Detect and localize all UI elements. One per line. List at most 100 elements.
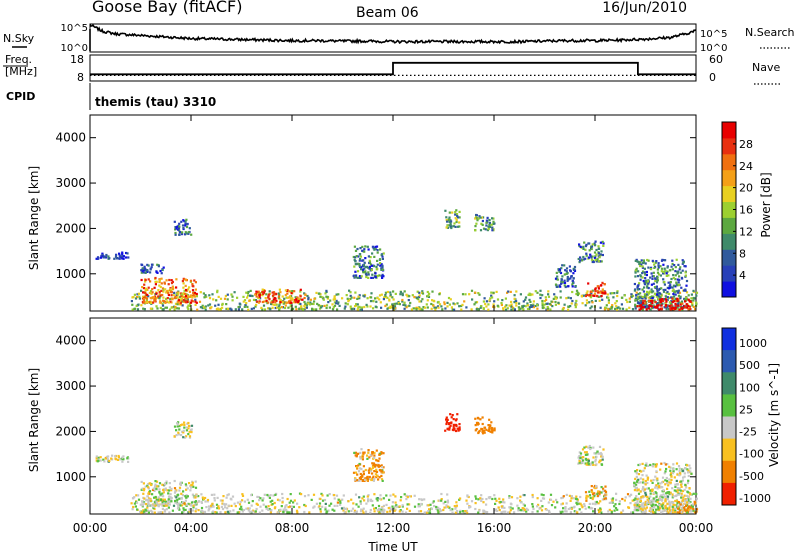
- power-colorbar-tick: 24: [739, 160, 753, 173]
- power-scatter-region: [140, 276, 198, 304]
- velocity-colorbar-tick: 100: [739, 381, 760, 394]
- cpid-text: themis (tau) 3310: [95, 95, 216, 109]
- freq-tick-high: 18: [70, 53, 84, 66]
- power-x-ticks: [89, 115, 697, 311]
- power-colorbar-segment: [722, 169, 736, 187]
- velocity-scatter-region: [633, 461, 693, 512]
- velocity-panel: 1000 2000 3000 4000 00:00 04:00 08:00 12:00 16:…: [27, 317, 781, 535]
- velocity-colorbar-segment: [722, 482, 736, 506]
- freq-plot-area: [90, 61, 696, 77]
- velocity-colorbar-segment: [722, 416, 736, 440]
- velocity-x-ticks: 00:00 04:00 08:00 12:00 16:00 20:00 00:00: [73, 318, 714, 535]
- power-scatter-region: [444, 209, 461, 230]
- freq-label-line1: Freq.: [5, 53, 32, 66]
- power-scatter-region: [352, 245, 385, 279]
- power-colorbar-segment: [722, 122, 736, 139]
- y-tick-label: 4000: [55, 334, 86, 348]
- y-tick-label: 3000: [55, 379, 86, 393]
- power-ylabel: Slant Range [km]: [27, 166, 41, 270]
- velocity-colorbar-segment: [722, 350, 736, 373]
- velocity-scatter-region: [584, 484, 608, 501]
- nsky-series-line: [89, 24, 697, 45]
- noise-tick-low-right: 10^0: [700, 43, 727, 54]
- nave-label: Nave: [752, 61, 780, 74]
- power-colorbar-tick: 4: [739, 269, 746, 282]
- velocity-colorbar-segment: [722, 372, 736, 395]
- velocity-colorbar-segment: [722, 438, 736, 462]
- nsearch-label: N.Search: [745, 26, 795, 39]
- power-scatter-region: [584, 281, 607, 298]
- velocity-colorbar-tick: -100: [739, 448, 764, 461]
- power-scatter-region: [254, 288, 307, 304]
- x-tick-label: 20:00: [578, 521, 613, 535]
- noise-tick-high-left: 10^5: [61, 23, 88, 34]
- power-colorbar-segment: [722, 249, 736, 266]
- y-tick-label: 3000: [55, 176, 86, 190]
- velocity-colorbar-segment: [722, 460, 736, 484]
- x-tick-label: 00:00: [679, 521, 714, 535]
- power-colorbar: 4 8 12 16 20 24 28: [721, 121, 753, 298]
- velocity-scatter-plot: [95, 413, 699, 514]
- y-tick-label: 1000: [55, 470, 86, 484]
- velocity-scatter-region: [95, 454, 130, 463]
- power-scatter-region: [474, 213, 496, 232]
- velocity-colorbar-tick: 1000: [739, 337, 767, 350]
- velocity-scatter-region: [444, 413, 461, 433]
- y-tick-label: 1000: [55, 267, 86, 281]
- freq-tick-low: 8: [77, 71, 84, 84]
- power-colorbar-label: Power [dB]: [759, 172, 773, 237]
- velocity-colorbar-tick: 25: [739, 403, 753, 416]
- velocity-colorbar-tick: -1000: [739, 492, 771, 505]
- velocity-scatter-region: [676, 500, 699, 514]
- power-colorbar-segment: [722, 217, 736, 234]
- power-colorbar-tick: 12: [739, 225, 753, 238]
- cpid-label: CPID: [6, 90, 35, 103]
- x-tick-label: 08:00: [275, 521, 310, 535]
- power-scatter-region: [577, 240, 605, 264]
- velocity-colorbar-segment: [722, 328, 736, 351]
- velocity-colorbar-tick: -500: [739, 470, 764, 483]
- power-panel: 1000 2000 3000 4000 Slant Range [km] 4 8 12 16…: [27, 114, 773, 312]
- power-colorbar-segment: [722, 137, 736, 155]
- velocity-colorbar-frame: [721, 327, 737, 506]
- x-tick-label: 00:00: [73, 521, 108, 535]
- velocity-colorbar-tick: -25: [739, 426, 757, 439]
- velocity-colorbar-tick: 500: [739, 359, 760, 372]
- cpid-panel: CPID themis (tau) 3310: [6, 83, 216, 110]
- velocity-colorbar-label: Velocity [m s^-1]: [767, 363, 781, 467]
- nsky-label: N.Sky: [3, 32, 35, 45]
- velocity-ylabel: Slant Range [km]: [27, 368, 41, 472]
- velocity-scatter-region: [352, 448, 385, 482]
- beam-title: Beam 06: [356, 5, 419, 21]
- power-scatter-region: [173, 218, 193, 236]
- noise-tick-high-right: 10^5: [700, 29, 727, 40]
- power-colorbar-tick: 16: [739, 204, 753, 217]
- power-scatter-region: [636, 297, 692, 311]
- velocity-scatter-region: [173, 421, 194, 439]
- y-tick-label: 4000: [55, 131, 86, 145]
- x-tick-label: 12:00: [376, 521, 411, 535]
- power-scatter-region: [130, 289, 699, 311]
- x-axis-label: Time UT: [367, 540, 418, 554]
- nave-tick-low: 0: [709, 71, 716, 84]
- power-scatter-region: [95, 251, 130, 260]
- station-title: Goose Bay (fitACF): [92, 0, 242, 16]
- x-tick-label: 04:00: [174, 521, 209, 535]
- noise-plot-area: [89, 24, 697, 51]
- velocity-scatter-region: [140, 479, 198, 507]
- y-tick-label: 2000: [55, 424, 86, 438]
- power-colorbar-segment: [722, 201, 736, 218]
- noise-tick-low-left: 10^0: [61, 43, 88, 54]
- power-colorbar-tick: 20: [739, 182, 753, 195]
- nave-tick-high: 60: [709, 53, 723, 66]
- noise-panel: N.Sky 10^5 10^0 10^5 10^0 N.Search: [3, 23, 795, 54]
- velocity-y-axis: 1000 2000 3000 4000: [55, 334, 696, 484]
- velocity-colorbar: 1000 500 100 25 -25 -100 -500 -1000: [721, 327, 771, 506]
- freq-series-line: [90, 61, 696, 76]
- power-colorbar-segment: [722, 233, 736, 250]
- power-y-axis: 1000 2000 3000 4000: [55, 131, 696, 281]
- power-scatter-region: [554, 264, 577, 289]
- velocity-scatter-region: [474, 416, 496, 435]
- velocity-scatter-region: [577, 444, 605, 467]
